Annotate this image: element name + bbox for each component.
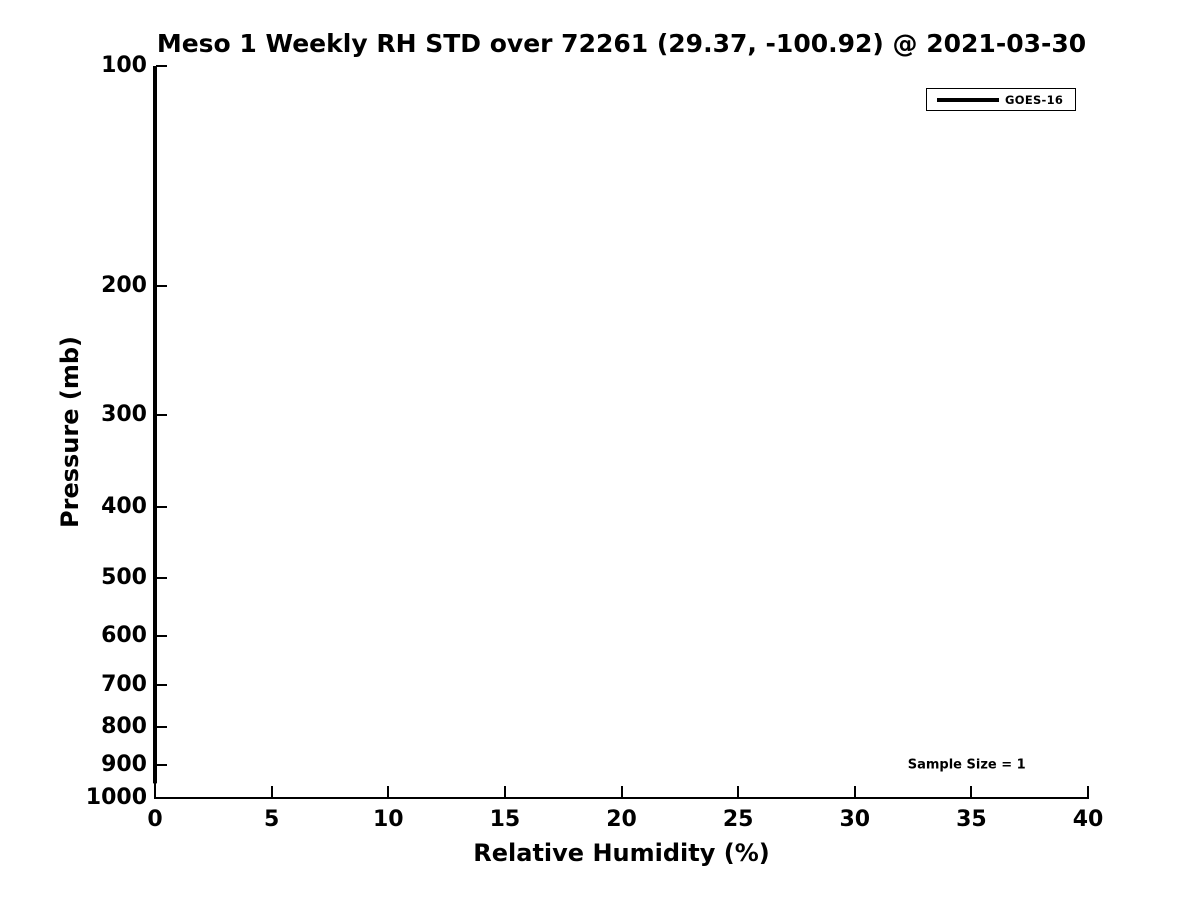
y-tick-label: 600 [101,622,147,648]
y-tick-mark [156,65,167,67]
x-tick-label: 20 [606,807,637,832]
y-axis-spine [154,66,156,798]
y-tick-mark [156,763,167,766]
y-tick-label: 300 [101,402,147,428]
x-tick-label: 0 [147,807,163,832]
x-tick-mark [737,786,740,797]
x-tick-mark [970,786,973,797]
y-tick-mark [156,726,167,729]
x-tick-mark [270,786,273,797]
y-tick-label: 800 [101,714,147,740]
legend: GOES-16 [926,88,1076,111]
x-tick-label: 30 [839,807,871,832]
x-tick-label: 5 [263,807,280,832]
legend-line-swatch [937,97,999,102]
y-tick-label: 500 [101,564,147,590]
x-tick-label: 10 [372,807,404,832]
y-tick-mark [156,797,167,799]
y-tick-label: 1000 [85,785,147,810]
y-tick-label: 400 [101,493,147,519]
x-tick-label: 40 [1072,807,1104,832]
y-tick-label: 900 [101,751,147,777]
y-tick-mark [156,285,167,288]
x-axis-label: Relative Humidity (%) [473,839,770,867]
x-tick-label: 15 [489,807,521,832]
x-tick-mark [387,786,390,797]
chart-title: Meso 1 Weekly RH STD over 72261 (29.37, … [156,29,1087,58]
x-tick-mark [853,786,856,797]
y-tick-label: 200 [101,273,147,299]
x-tick-label: 35 [956,807,987,832]
y-tick-mark [156,576,167,579]
x-tick-mark [154,786,156,797]
x-axis-spine [154,797,1089,799]
x-tick-label: 25 [722,807,754,832]
y-tick-mark [156,414,167,417]
sample-size-annotation: Sample Size = 1 [907,757,1026,772]
x-tick-mark [1087,786,1089,797]
y-tick-label: 100 [101,53,147,78]
y-tick-mark [156,683,167,686]
y-tick-mark [156,505,167,508]
legend-entry-label: GOES-16 [1005,92,1064,107]
y-tick-label: 700 [101,671,147,697]
x-tick-mark [620,786,623,797]
y-tick-mark [156,634,167,637]
x-tick-mark [503,786,506,797]
